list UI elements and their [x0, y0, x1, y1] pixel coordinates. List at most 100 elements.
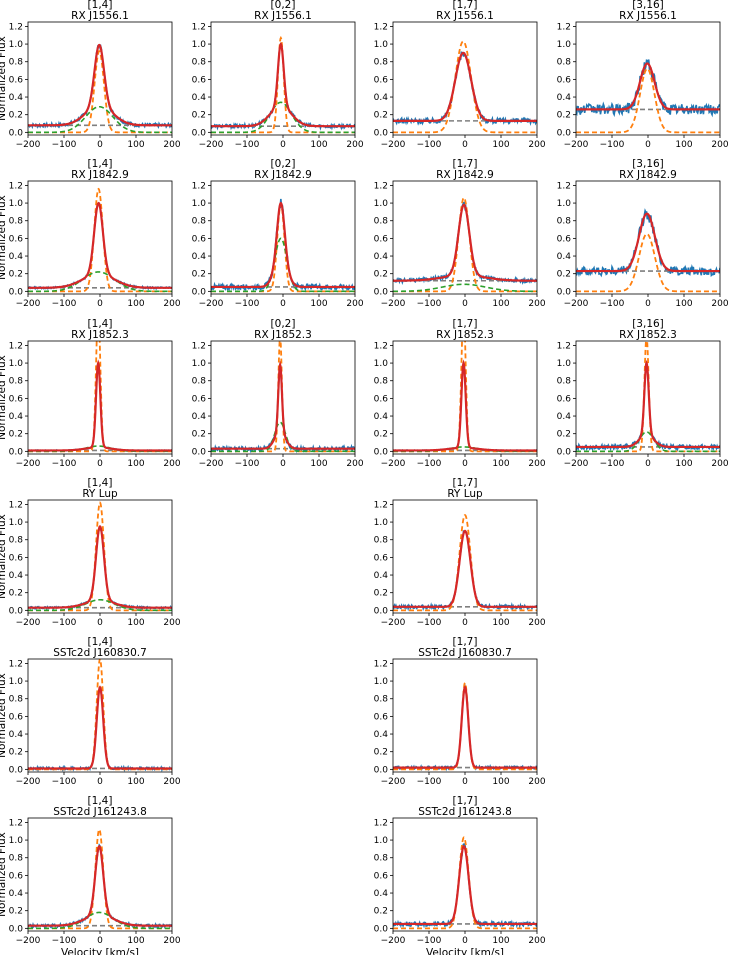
spectrum-panel-16: [1,4]SSTc2d J161243.8 −200 −100 0 100 200 0.0 0… [0, 795, 181, 955]
x-tick-label: 100 [310, 299, 327, 309]
x-tick-label: 200 [528, 299, 545, 309]
x-tick-label: 200 [528, 777, 545, 787]
y-tick-label: 0.4 [557, 412, 572, 422]
spectrum-panel-10: [1,7]RX J1852.3 −200 −100 0 100 200 0.0 0.2 0.4 0… [374, 318, 546, 469]
y-tick-label: 1.0 [374, 518, 389, 528]
y-tick-label: 0.4 [192, 252, 207, 262]
y-tick-label: 0.0 [9, 447, 24, 457]
plot-frame [575, 180, 721, 295]
x-tick-label: 100 [127, 618, 144, 628]
spectrum-panel-0: [1,4]RX J1556.1 −200 −100 0 100 200 0.0 0.2 0.4 0… [0, 0, 181, 150]
narrow-component-line [28, 50, 172, 134]
y-tick-label: 1.0 [557, 40, 572, 50]
y-tick-label: 0.2 [9, 111, 23, 121]
y-tick-label: 1.0 [9, 518, 24, 528]
panel-band-label: [1,7] [453, 158, 478, 170]
y-tick-label: 1.2 [374, 341, 388, 351]
y-tick-label: 0.0 [557, 128, 572, 138]
x-tick-label: 200 [528, 936, 545, 946]
narrow-component-line [28, 659, 172, 771]
spectrum-panel-5: [0,2]RX J1842.9 −200 −100 0 100 200 0.0 0.2 0.4 0… [192, 158, 364, 309]
y-tick-label: 1.2 [192, 181, 206, 191]
x-tick-label: 200 [528, 459, 545, 469]
spectrum-panel-4: [1,4]RX J1842.9 −200 −100 0 100 200 0.0 0.2 0.4 0… [0, 158, 181, 309]
y-tick-label: 0.0 [374, 287, 389, 297]
y-tick-label: 0.6 [192, 234, 207, 244]
y-tick-label: 0.2 [557, 111, 571, 121]
panel-band-label: [1,4] [88, 636, 113, 648]
y-tick-label: 1.0 [557, 359, 572, 369]
y-tick-label: 0.8 [557, 58, 572, 68]
y-tick-label: 0.8 [374, 536, 389, 546]
y-tick-label: 1.2 [374, 181, 388, 191]
y-tick-label: 1.0 [192, 359, 207, 369]
y-tick-label: 0.0 [557, 287, 572, 297]
y-tick-label: 1.0 [374, 836, 389, 846]
x-tick-label: 200 [711, 299, 728, 309]
observed-spectrum-line [393, 51, 537, 126]
x-tick-label: 200 [163, 777, 180, 787]
panel-source-label: SSTc2d J160830.7 [53, 647, 147, 659]
panel-source-label: RX J1842.9 [436, 169, 494, 181]
y-tick-label: 0.2 [374, 907, 388, 917]
plot-frame [392, 499, 538, 614]
y-tick-label: 0.8 [9, 217, 24, 227]
y-tick-label: 1.2 [9, 500, 23, 510]
x-tick-label: 200 [346, 299, 363, 309]
x-tick-label: −200 [381, 936, 406, 946]
y-tick-label: 1.0 [557, 199, 572, 209]
x-tick-label: −100 [52, 777, 77, 787]
broad-component-line [211, 237, 355, 293]
x-tick-label: 0 [645, 299, 651, 309]
observed-spectrum-line [393, 530, 537, 612]
observed-spectrum-line [28, 843, 172, 930]
x-tick-label: 200 [163, 299, 180, 309]
y-tick-label: 0.4 [374, 730, 389, 740]
x-tick-label: 100 [310, 140, 327, 150]
y-tick-label: 0.0 [9, 128, 24, 138]
narrow-component-line [393, 196, 537, 293]
x-tick-label: −100 [600, 299, 625, 309]
panel-band-label: [1,4] [88, 477, 113, 489]
y-tick-label: 0.6 [374, 394, 389, 404]
y-tick-label: 0.2 [9, 748, 23, 758]
x-tick-label: 0 [280, 299, 286, 309]
x-tick-label: 0 [645, 140, 651, 150]
y-tick-label: 0.2 [192, 430, 206, 440]
y-tick-label: 0.2 [9, 907, 23, 917]
y-tick-label: 1.0 [374, 40, 389, 50]
y-axis-label: Normalized Flux [0, 355, 8, 440]
panel-source-label: SSTc2d J160830.7 [418, 647, 512, 659]
x-tick-label: 100 [492, 299, 509, 309]
plot-frame [27, 658, 173, 773]
y-tick-label: 1.2 [9, 818, 23, 828]
y-tick-label: 0.0 [192, 447, 207, 457]
broad-component-line [576, 431, 720, 453]
y-tick-label: 1.0 [192, 40, 207, 50]
y-tick-label: 0.2 [374, 589, 388, 599]
x-tick-label: 200 [711, 459, 728, 469]
panel-band-label: [1,4] [88, 0, 113, 11]
x-tick-label: 0 [462, 777, 468, 787]
x-tick-label: −100 [417, 299, 442, 309]
y-tick-label: 0.6 [9, 394, 24, 404]
y-tick-label: 0.4 [9, 889, 24, 899]
x-tick-label: −200 [16, 459, 41, 469]
total-fit-line [393, 685, 537, 769]
y-tick-label: 0.0 [9, 287, 24, 297]
x-tick-label: 200 [163, 459, 180, 469]
total-fit-line [28, 844, 172, 927]
x-tick-label: −200 [16, 140, 41, 150]
y-tick-label: 0.8 [192, 377, 207, 387]
y-tick-label: 1.0 [9, 677, 24, 687]
y-tick-label: 0.4 [9, 571, 24, 581]
spectrum-panel-9: [0,2]RX J1852.3 −200 −100 0 100 200 0.0 0.2 0.4 0… [192, 318, 364, 469]
y-tick-label: 0.2 [192, 111, 206, 121]
y-tick-label: 0.6 [9, 871, 24, 881]
y-tick-label: 0.0 [9, 606, 24, 616]
y-tick-label: 1.0 [9, 836, 24, 846]
y-tick-label: 0.6 [374, 712, 389, 722]
y-tick-label: 0.0 [557, 447, 572, 457]
panel-band-label: [3,16] [632, 318, 664, 330]
